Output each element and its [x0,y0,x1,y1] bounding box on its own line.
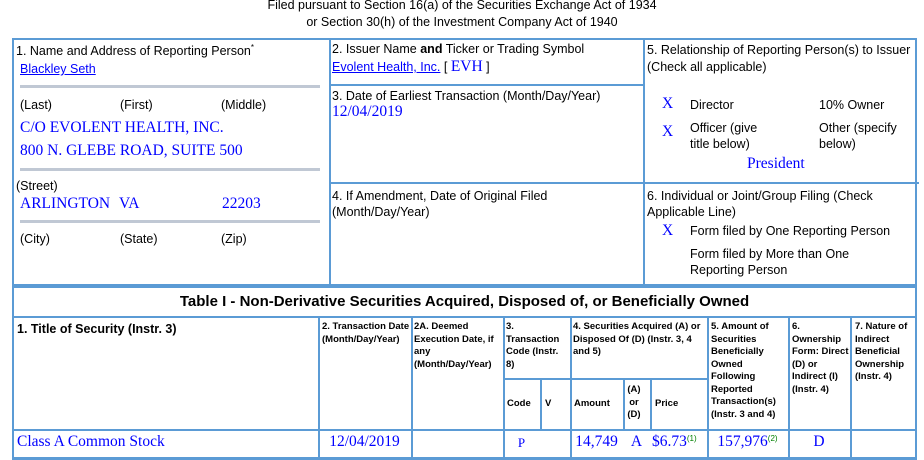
owned-footnote[interactable]: (2) [767,433,778,443]
box2-label-and: and [420,42,443,56]
issuer-link[interactable]: Evolent Health, Inc. [332,60,441,74]
sub-code-header: Code [507,398,531,409]
box2-issuer: 2. Issuer Name and Ticker or Trading Sym… [332,42,637,76]
filing-header-line2: or Section 30(h) of the Investment Compa… [306,15,618,29]
col-form-header: 6. Ownership Form: Direct (D) or Indirec… [792,321,849,395]
table1 [12,316,917,460]
asterisk: * [250,43,254,52]
table1-title-box: Table I - Non-Derivative Securities Acqu… [12,286,917,318]
col-code-header: 3. Transaction Code (Instr. 8) [506,321,560,370]
box2-label: 2. Issuer Name [332,42,421,56]
state-value: VA [119,195,140,213]
filing-header-line1: Filed pursuant to Section 16(a) of the S… [267,0,657,12]
owner10-label: 10% Owner [819,98,885,112]
state-label: (State) [120,232,158,247]
transaction-date: 12/04/2019 [329,433,400,450]
owned-amount: 157,976 [717,433,768,450]
sub-aord-header: (A) or (D) [627,384,641,420]
other-label: Other (specify below) [819,121,897,151]
one-person-checkmark: X [662,222,674,239]
ticker-symbol: EVH [450,58,483,75]
officer-title: President [747,155,805,172]
reporting-info-section [12,38,919,286]
first-label: (First) [120,98,153,113]
director-checkmark: X [662,95,674,112]
box5-label: 5. Relationship of Reporting Person(s) t… [647,43,911,57]
col-owned-header: 5. Amount of Securities Beneficially Own… [711,321,776,420]
street-label: (Street) [16,179,58,194]
earliest-transaction-date: 12/04/2019 [332,103,403,120]
address-line1: C/O EVOLENT HEALTH, INC. [20,119,224,137]
city-label: (City) [20,232,50,247]
city-value: ARLINGTON [20,195,111,213]
box6-filing: 6. Individual or Joint/Group Filing (Che… [647,189,873,219]
acquired-disposed: A [630,433,643,450]
zip-label: (Zip) [221,232,247,247]
box5-relationship: 5. Relationship of Reporting Person(s) t… [647,42,912,76]
ticker-bracket: ] [482,60,490,74]
zip-value: 22203 [222,195,261,213]
box5-sub: (Check all applicable) [647,60,767,74]
sub-price-header: Price [655,398,679,409]
col-title-header: 1. Title of Security (Instr. 3) [17,322,177,336]
price: $6.73 [652,433,687,450]
ownership-form: D [813,433,825,450]
table1-title: Table I - Non-Derivative Securities Acqu… [179,293,750,310]
officer-checkmark: X [662,123,674,140]
col-date-header: 2. Transaction Date (Month/Day/Year) [322,321,410,345]
box1-label: 1. Name and Address of Reporting Person [16,44,251,59]
box3-label: 3. Date of Earliest Transaction (Month/D… [332,89,601,103]
amount: 14,749 [575,433,618,450]
one-person-label: Form filed by One Reporting Person [690,224,891,238]
col-deemed-header: 2A. Deemed Execution Date, if any (Month… [414,321,494,370]
sub-v-header: V [545,398,552,409]
middle-label: (Middle) [221,98,267,113]
address-line2: 800 N. GLEBE ROAD, SUITE 500 [20,142,243,160]
price-footnote[interactable]: (1) [686,433,697,443]
transaction-code: P [517,435,526,450]
box2-label-rest: Ticker or Trading Symbol [442,42,585,56]
director-label: Director [690,98,734,112]
ticker-bracket: [ [440,60,451,74]
col-nature-header: 7. Nature of Indirect Beneficial Ownersh… [855,321,908,382]
box4-amendment: 4. If Amendment, Date of Original Filed … [332,189,548,219]
officer-label: Officer (give title below) [690,121,758,151]
box1-reporting-person: 1. Name and Address of Reporting Person*… [16,43,321,252]
more-person-label: Form filed by More than One Reporting Pe… [690,247,850,277]
box3-earliest-transaction: 3. Date of Earliest Transaction (Month/D… [332,89,637,121]
reporting-person-link[interactable]: Blackley Seth [20,62,96,77]
last-label: (Last) [20,98,52,113]
col-acquired-header: 4. Securities Acquired (A) or Disposed O… [573,321,701,357]
security-title: Class A Common Stock [17,433,165,450]
sub-amount-header: Amount [574,398,610,409]
